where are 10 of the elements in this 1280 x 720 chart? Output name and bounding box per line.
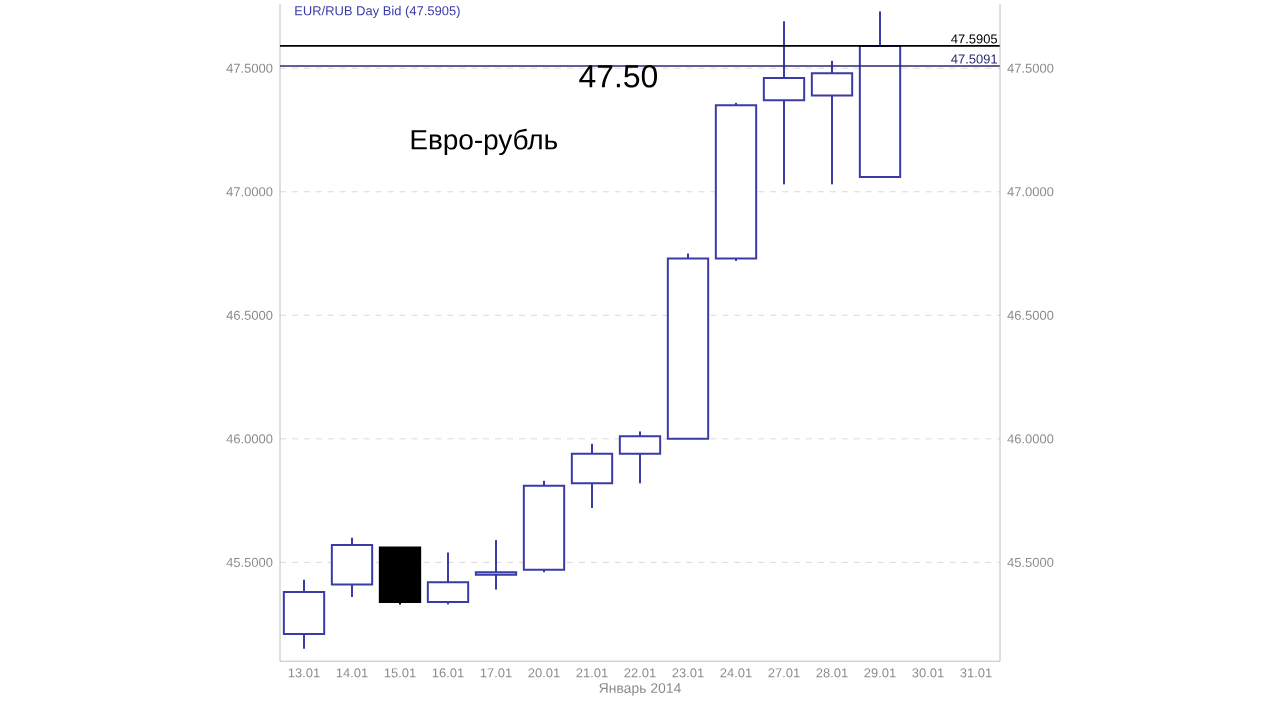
annotation: 47.50 [579, 65, 658, 88]
candlestick [762, 20, 806, 186]
candlestick [426, 551, 470, 606]
annotation: Евро-рубль [411, 128, 558, 156]
candlestick [570, 442, 614, 510]
candlestick [282, 578, 326, 650]
candlestick [810, 59, 854, 186]
candlestick [474, 539, 518, 591]
candlestick [330, 536, 374, 598]
candlestick [618, 430, 662, 485]
